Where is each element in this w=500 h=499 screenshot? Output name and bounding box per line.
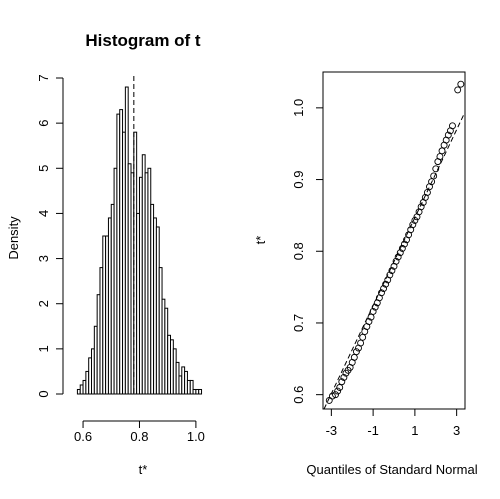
qq-point bbox=[359, 333, 367, 341]
qq-y-tick-label: 0.7 bbox=[291, 314, 306, 332]
histogram-y-tick-label: 6 bbox=[36, 120, 51, 127]
histogram-bars bbox=[76, 86, 203, 395]
qq-point bbox=[334, 387, 342, 395]
qq-panel: -3 -1 1 3 0.6 0.7 0.8 0.9 1.0 Quantiles of Stan… bbox=[253, 71, 478, 477]
qq-x-tick-label: 3 bbox=[453, 423, 460, 438]
qq-point bbox=[396, 249, 404, 257]
qq-point bbox=[378, 289, 385, 297]
histogram-x-axis: 0.6 0.8 1.0 bbox=[74, 420, 205, 444]
histogram-x-tick-label: 0.8 bbox=[130, 429, 148, 444]
qq-point bbox=[454, 86, 462, 94]
qq-point bbox=[369, 308, 377, 315]
qq-point bbox=[444, 131, 452, 139]
qq-point bbox=[411, 216, 419, 224]
qq-y-tick-label: 0.8 bbox=[291, 242, 306, 260]
qq-point bbox=[386, 271, 394, 279]
qq-point bbox=[438, 147, 446, 155]
qq-point bbox=[338, 378, 346, 386]
histogram-bar bbox=[189, 379, 194, 395]
histogram-x-tick-label: 1.0 bbox=[187, 429, 205, 444]
qq-point bbox=[457, 80, 465, 88]
qq-point bbox=[417, 203, 425, 211]
qq-y-tick-label: 1.0 bbox=[291, 99, 306, 117]
qq-x-tick-label: -1 bbox=[367, 423, 379, 438]
qq-point bbox=[371, 303, 379, 311]
histogram-y-tick-label: 3 bbox=[36, 255, 51, 262]
qq-point bbox=[388, 267, 396, 275]
qq-x-axis: -3 -1 1 3 bbox=[326, 408, 460, 438]
qq-y-label: t* bbox=[253, 236, 268, 245]
qq-point bbox=[328, 392, 336, 400]
histogram-bar bbox=[198, 388, 203, 395]
histogram-y-tick-label: 7 bbox=[36, 74, 51, 81]
qq-x-tick-label: -3 bbox=[326, 423, 338, 438]
histogram-y-label: Density bbox=[6, 216, 21, 260]
qq-point bbox=[400, 240, 408, 248]
histogram-y-axis: 0 1 2 3 4 5 6 7 bbox=[36, 74, 64, 398]
qq-point bbox=[380, 285, 388, 292]
qq-plot-frame bbox=[322, 71, 466, 410]
qq-point bbox=[432, 165, 440, 173]
histogram-y-tick-label: 1 bbox=[36, 345, 51, 352]
histogram-x-label: t* bbox=[139, 462, 148, 477]
histogram-y-tick-label: 4 bbox=[36, 210, 51, 217]
qq-point bbox=[352, 348, 360, 356]
qq-point bbox=[365, 318, 373, 325]
qq-point bbox=[409, 221, 417, 229]
qq-x-label: Quantiles of Standard Normal bbox=[306, 462, 477, 477]
histogram-y-tick-label: 2 bbox=[36, 300, 51, 307]
qq-x-tick-label: 1 bbox=[411, 423, 418, 438]
histogram-x-tick-label: 0.6 bbox=[74, 429, 92, 444]
qq-points bbox=[325, 80, 465, 404]
qq-point bbox=[340, 374, 348, 381]
qq-y-axis: 0.6 0.7 0.8 0.9 1.0 bbox=[291, 99, 324, 404]
histogram-title: Histogram of t bbox=[85, 31, 201, 50]
qq-point bbox=[332, 391, 339, 399]
qq-point bbox=[350, 353, 358, 361]
qq-point bbox=[398, 244, 406, 252]
qq-point bbox=[382, 280, 390, 288]
qq-y-tick-label: 0.9 bbox=[291, 171, 306, 189]
qq-reference-line bbox=[323, 114, 465, 410]
qq-y-tick-label: 0.6 bbox=[291, 386, 306, 404]
qq-point bbox=[449, 122, 456, 130]
histogram-y-tick-label: 0 bbox=[36, 390, 51, 397]
histogram-panel: Histogram of t 0.6 0.8 1.0 0 1 2 3 4 5 6 7 t* Den… bbox=[6, 31, 205, 477]
qq-point bbox=[394, 253, 402, 261]
qq-point bbox=[430, 172, 438, 180]
qq-point bbox=[392, 257, 400, 265]
histogram-y-tick-label: 5 bbox=[36, 165, 51, 172]
qq-point bbox=[436, 153, 444, 161]
qq-point bbox=[357, 339, 365, 347]
